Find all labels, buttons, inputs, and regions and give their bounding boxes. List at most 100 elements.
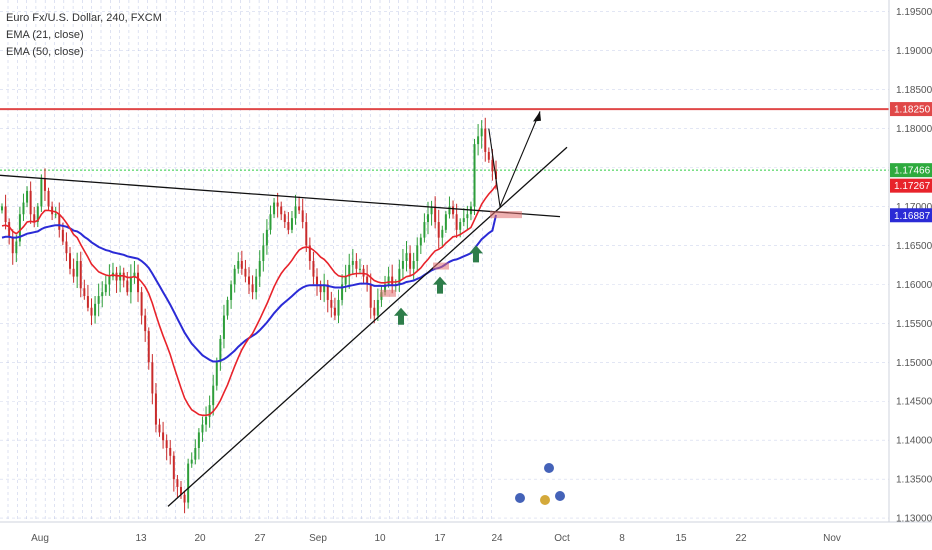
- price-tag: [890, 102, 932, 117]
- candle-body: [387, 276, 390, 285]
- candle-body: [455, 214, 458, 230]
- price-tick-label: 1.15500: [896, 319, 932, 330]
- candle-body: [298, 206, 301, 211]
- candle-body: [316, 276, 319, 285]
- candle-body: [222, 315, 225, 339]
- up-arrow-icon: [394, 307, 408, 325]
- event-badge-icon: [544, 463, 554, 473]
- candle-body: [101, 292, 104, 297]
- candle-body: [430, 206, 433, 215]
- candle-body: [54, 214, 57, 216]
- price-tag-label: 1.17267: [894, 181, 931, 192]
- price-tick-label: 1.16500: [896, 241, 932, 252]
- event-badge-icon: [555, 491, 565, 501]
- time-tick-label: Oct: [554, 533, 570, 544]
- price-tag: [890, 163, 932, 178]
- candle-body: [294, 206, 297, 219]
- price-tick-label: 1.14500: [896, 397, 932, 408]
- candle-body: [151, 362, 154, 394]
- candle-body: [72, 268, 75, 277]
- candle-body: [129, 276, 132, 293]
- symbol-title: Euro Fx/U.S. Dollar, 240, FXCM: [6, 12, 162, 24]
- candle-body: [33, 214, 36, 223]
- candle-body: [187, 463, 190, 503]
- candle-body: [398, 268, 401, 285]
- candle-body: [323, 284, 326, 293]
- candle-body: [265, 229, 268, 246]
- time-tick-label: Nov: [823, 533, 841, 544]
- candle-body: [162, 432, 165, 441]
- candle-body: [11, 237, 14, 254]
- retest-zone: [490, 211, 522, 219]
- candle-body: [29, 190, 32, 215]
- candle-body: [26, 190, 29, 203]
- candle-body: [83, 288, 86, 297]
- candle-body: [205, 416, 208, 425]
- candle-body: [484, 128, 487, 152]
- candle-body: [305, 222, 308, 246]
- price-tag-label: 1.18250: [894, 105, 931, 116]
- candle-body: [147, 331, 150, 363]
- candle-body: [312, 261, 315, 277]
- candle-body: [366, 276, 369, 285]
- projection-path: [488, 111, 541, 209]
- candle-body: [94, 303, 97, 316]
- candle-body: [373, 307, 376, 316]
- candle-body: [419, 237, 422, 246]
- time-tick-label: 13: [135, 533, 147, 544]
- candle-body: [459, 222, 462, 230]
- retest-zone: [380, 289, 396, 297]
- candle-body: [248, 276, 250, 285]
- price-tick-label: 1.15000: [896, 358, 932, 369]
- candle-body: [416, 245, 419, 261]
- candle-body: [283, 214, 286, 223]
- candle-body: [462, 218, 465, 223]
- price-tick-label: 1.16000: [896, 280, 932, 291]
- price-tick-label: 1.13500: [896, 475, 932, 486]
- candle-body: [262, 245, 265, 261]
- candle-body: [219, 338, 222, 363]
- candle-body: [426, 214, 429, 223]
- candle-body: [351, 261, 354, 265]
- candle-body: [448, 206, 451, 215]
- candle-body: [437, 222, 440, 238]
- candle-body: [104, 284, 107, 293]
- candle-body: [473, 144, 476, 207]
- candle-body: [69, 253, 72, 269]
- price-tag-label: 1.16887: [894, 211, 931, 222]
- time-tick-label: Aug: [31, 533, 49, 544]
- candle-body: [480, 128, 483, 137]
- trend-drawings[interactable]: [0, 111, 568, 507]
- candle-body: [65, 241, 68, 254]
- time-tick-label: 20: [194, 533, 206, 544]
- candle-body: [15, 241, 18, 254]
- ema21-legend[interactable]: EMA (21, close): [6, 29, 84, 41]
- horizontal-levels: [0, 108, 889, 171]
- candle-body: [90, 307, 93, 316]
- candle-body: [308, 245, 311, 261]
- candle-body: [452, 206, 455, 215]
- candle-body: [341, 284, 344, 300]
- ema21-line: [1, 184, 497, 417]
- event-badge-icon: [515, 493, 525, 503]
- candle-body: [409, 253, 412, 269]
- ema50-legend[interactable]: EMA (50, close): [6, 46, 84, 58]
- candle-body: [108, 276, 111, 285]
- candle-body: [337, 299, 340, 316]
- candle-body: [76, 261, 79, 277]
- candle-body: [140, 292, 143, 316]
- candle-body: [355, 261, 358, 269]
- price-tags: 1.18250 1.17466 1.17267 1.16887: [890, 102, 932, 223]
- candle-body: [444, 214, 447, 230]
- grid-lines: [0, 0, 889, 522]
- candle-body: [154, 393, 157, 425]
- candle-body: [280, 206, 283, 215]
- candle-body: [169, 447, 172, 456]
- candle-body: [441, 229, 444, 238]
- candle-body: [133, 272, 136, 277]
- candle-body: [36, 206, 39, 223]
- event-badge-icon: [540, 495, 550, 505]
- candle-body: [8, 222, 11, 238]
